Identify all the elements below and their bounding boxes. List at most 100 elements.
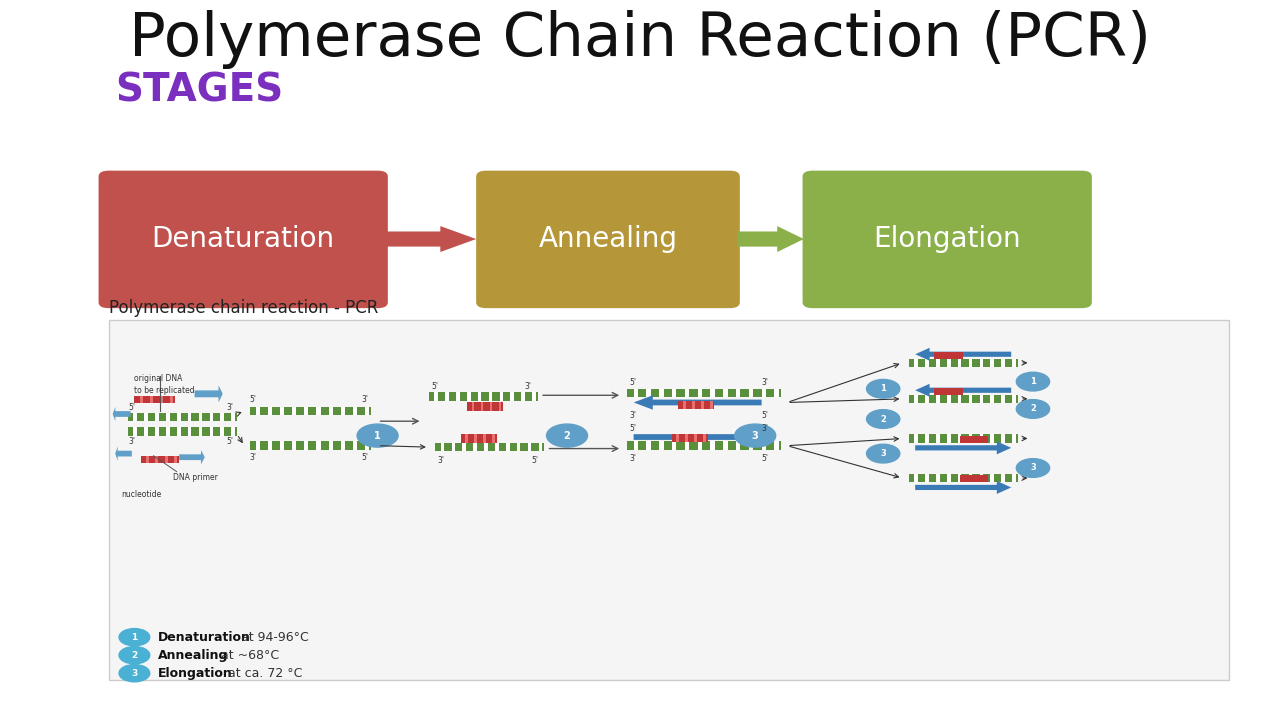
Text: 3: 3 [751, 431, 759, 441]
FancyBboxPatch shape [490, 402, 493, 411]
FancyBboxPatch shape [466, 434, 468, 443]
FancyBboxPatch shape [316, 407, 320, 415]
FancyBboxPatch shape [128, 413, 237, 421]
Text: 3': 3' [762, 423, 768, 433]
Text: 5': 5' [227, 437, 233, 446]
Circle shape [119, 647, 150, 664]
FancyBboxPatch shape [947, 434, 951, 443]
FancyBboxPatch shape [936, 434, 940, 443]
FancyBboxPatch shape [166, 427, 170, 436]
Text: 5': 5' [431, 382, 438, 391]
FancyBboxPatch shape [472, 402, 475, 411]
FancyBboxPatch shape [134, 396, 175, 403]
FancyBboxPatch shape [532, 392, 536, 401]
FancyBboxPatch shape [749, 389, 753, 397]
FancyBboxPatch shape [493, 434, 495, 443]
Text: 3': 3' [227, 402, 233, 412]
FancyBboxPatch shape [749, 441, 753, 450]
Text: 1: 1 [132, 633, 137, 642]
FancyBboxPatch shape [506, 443, 509, 451]
FancyBboxPatch shape [461, 434, 497, 443]
Text: 5': 5' [128, 402, 134, 412]
Text: 5': 5' [531, 456, 538, 465]
FancyBboxPatch shape [268, 407, 271, 415]
FancyBboxPatch shape [698, 441, 701, 450]
Circle shape [547, 424, 588, 447]
Circle shape [357, 424, 398, 447]
Text: 3: 3 [881, 449, 886, 458]
FancyBboxPatch shape [704, 434, 707, 442]
Polygon shape [113, 407, 131, 421]
FancyBboxPatch shape [475, 434, 477, 443]
FancyBboxPatch shape [709, 401, 713, 409]
FancyBboxPatch shape [969, 474, 973, 482]
FancyBboxPatch shape [694, 434, 698, 442]
FancyBboxPatch shape [710, 389, 714, 397]
FancyBboxPatch shape [925, 359, 929, 367]
Circle shape [119, 629, 150, 646]
FancyBboxPatch shape [979, 434, 983, 443]
FancyBboxPatch shape [803, 171, 1092, 308]
FancyBboxPatch shape [155, 413, 159, 421]
FancyBboxPatch shape [353, 407, 357, 415]
FancyBboxPatch shape [914, 359, 918, 367]
FancyBboxPatch shape [774, 441, 778, 450]
FancyBboxPatch shape [936, 359, 940, 367]
FancyBboxPatch shape [329, 441, 333, 450]
Text: 1: 1 [1030, 377, 1036, 386]
FancyBboxPatch shape [672, 441, 676, 450]
FancyBboxPatch shape [353, 441, 357, 450]
FancyBboxPatch shape [495, 443, 499, 451]
Text: 5': 5' [630, 423, 636, 433]
Text: original DNA
to be replicated: original DNA to be replicated [134, 374, 195, 395]
Text: 3': 3' [128, 437, 134, 446]
FancyBboxPatch shape [1012, 474, 1016, 482]
Text: 3': 3' [438, 456, 444, 465]
FancyBboxPatch shape [672, 389, 676, 397]
FancyBboxPatch shape [467, 392, 471, 401]
FancyBboxPatch shape [99, 171, 388, 308]
FancyBboxPatch shape [947, 474, 951, 482]
Text: 3: 3 [132, 669, 137, 678]
FancyBboxPatch shape [686, 434, 689, 442]
FancyBboxPatch shape [198, 427, 202, 436]
FancyBboxPatch shape [188, 427, 192, 436]
Polygon shape [115, 446, 132, 461]
FancyBboxPatch shape [634, 389, 637, 397]
FancyBboxPatch shape [198, 413, 202, 421]
FancyBboxPatch shape [440, 443, 444, 451]
Polygon shape [634, 430, 762, 444]
Text: at ~68°C: at ~68°C [218, 649, 279, 662]
FancyBboxPatch shape [969, 395, 973, 403]
FancyBboxPatch shape [467, 402, 503, 411]
FancyBboxPatch shape [268, 441, 271, 450]
FancyBboxPatch shape [969, 359, 973, 367]
FancyBboxPatch shape [484, 434, 486, 443]
FancyBboxPatch shape [909, 359, 1018, 367]
FancyBboxPatch shape [477, 392, 481, 401]
FancyBboxPatch shape [340, 441, 344, 450]
FancyBboxPatch shape [539, 443, 543, 451]
FancyBboxPatch shape [1012, 359, 1016, 367]
FancyBboxPatch shape [461, 434, 497, 443]
FancyBboxPatch shape [305, 407, 308, 415]
FancyBboxPatch shape [160, 396, 163, 403]
FancyBboxPatch shape [936, 474, 940, 482]
Text: Polymerase chain reaction - PCR: Polymerase chain reaction - PCR [109, 299, 378, 317]
FancyBboxPatch shape [1001, 434, 1005, 443]
Text: 3': 3' [630, 454, 636, 463]
FancyBboxPatch shape [723, 389, 727, 397]
FancyBboxPatch shape [145, 413, 148, 421]
Text: 5': 5' [361, 453, 367, 462]
FancyBboxPatch shape [736, 389, 740, 397]
Text: Polymerase Chain Reaction (PCR): Polymerase Chain Reaction (PCR) [129, 10, 1151, 69]
Text: DNA primer: DNA primer [173, 473, 218, 482]
FancyBboxPatch shape [220, 427, 224, 436]
FancyBboxPatch shape [914, 474, 918, 482]
Text: nucleotide: nucleotide [122, 490, 161, 498]
FancyBboxPatch shape [462, 443, 466, 451]
FancyBboxPatch shape [659, 441, 663, 450]
FancyBboxPatch shape [434, 392, 438, 401]
Text: Annealing: Annealing [539, 225, 677, 253]
Polygon shape [195, 385, 223, 402]
